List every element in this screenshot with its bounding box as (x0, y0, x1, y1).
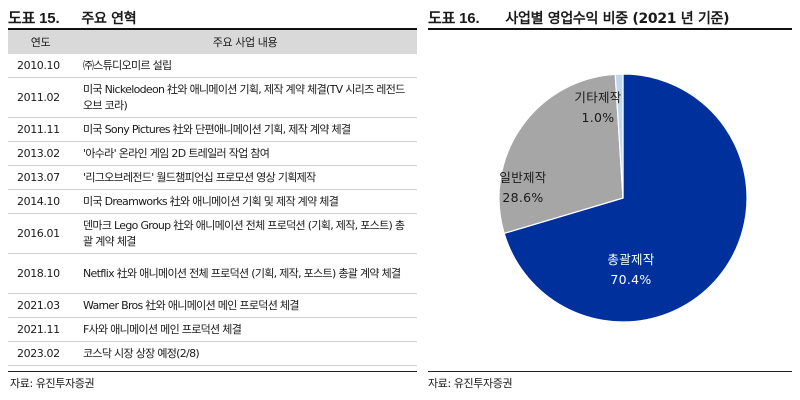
row-text: ㈜스튜디오미르 설립 (83, 58, 172, 72)
row-date: 2021.03 (17, 299, 60, 312)
row-date: 2023.02 (17, 347, 60, 360)
slice-label-value: 28.6% (502, 190, 543, 205)
row-text: F사와 애니메이션 메인 프로덕션 체결 (83, 322, 242, 336)
row-text: Netflix 社와 애니메이션 전체 프로덕션 (기획, 제작, 포스트) 총… (83, 266, 401, 280)
table-row: 2011.11 미국 Sony Pictures 社와 단편애니메이션 기획, … (8, 118, 417, 142)
history-table: 2010.10 ㈜스튜디오미르 설립 2011.02 미국 Nickelodeo… (8, 54, 417, 366)
table-row: 2021.11 F사와 애니메이션 메인 프로덕션 체결 (8, 318, 417, 342)
table-row: 2013.02 '아수라' 온라인 게임 2D 트레일러 작업 참여 (8, 142, 417, 166)
row-text: 미국 Nickelodeon 社와 애니메이션 기획, 제작 계약 체결(TV … (83, 82, 405, 112)
header-year: 연도 (30, 36, 51, 49)
row-date: 2011.02 (17, 91, 60, 104)
top-rule (428, 28, 792, 30)
figure-header: 도표 15. 주요 연혁 (8, 7, 137, 29)
figure-number: 도표 15. (8, 10, 60, 27)
row-date: 2013.02 (17, 147, 60, 160)
table-header: 연도 주요 사업 내용 (8, 30, 417, 54)
row-text: '아수라' 온라인 게임 2D 트레일러 작업 참여 (83, 146, 270, 160)
slice-label-name: 일반제작 (499, 170, 546, 185)
row-date: 2011.11 (17, 123, 60, 136)
pie-slice-1 (503, 73, 748, 323)
row-date: 2018.10 (17, 267, 60, 280)
row-text: 미국 Sony Pictures 社와 단편애니메이션 기획, 제작 계약 체결 (83, 122, 351, 136)
pie-chart-area: 총괄제작 70.4% 일반제작 28.6% 기타제작 1.0% (428, 0, 792, 400)
row-text: 코스닥 시장 상장 예정(2/8) (83, 346, 200, 360)
slice-label-value: 70.4% (610, 272, 651, 287)
bottom-rule (428, 371, 792, 372)
row-text: 덴마크 Lego Group 社와 애니메이션 전체 프로덕션 (기획, 제작,… (83, 218, 405, 248)
figure-header: 도표 16. 사업별 영업수익 비중 (2021 년 기준) (428, 7, 730, 29)
bottom-rule (8, 371, 417, 372)
top-rule (8, 28, 417, 30)
row-text: 미국 Dreamworks 社와 애니메이션 기획 및 제작 계약 체결 (83, 194, 339, 208)
table-row: 2014.10 미국 Dreamworks 社와 애니메이션 기획 및 제작 계… (8, 190, 417, 214)
row-date: 2021.11 (17, 323, 60, 336)
row-date: 2013.07 (17, 171, 60, 184)
figure-title: 사업별 영업수익 비중 (2021 년 기준) (505, 11, 730, 27)
table-row: 2013.07 '리그오브레전드' 월드챔피언십 프로모션 영상 기획제작 (8, 166, 417, 190)
pie-chart: 총괄제작 70.4% 일반제작 28.6% 기타제작 1.0% (498, 73, 748, 323)
table-row: 2011.02 미국 Nickelodeon 社와 애니메이션 기획, 제작 계… (8, 78, 417, 118)
header-business: 주요 사업 내용 (212, 36, 278, 49)
row-date: 2016.01 (17, 227, 60, 240)
table-row: 2010.10 ㈜스튜디오미르 설립 (8, 54, 417, 78)
slice-label-value: 1.0% (582, 110, 615, 125)
table-row: 2021.03 Warner Bros 社와 애니메이션 메인 프로덕션 체결 (8, 294, 417, 318)
table-row: 2016.01 덴마크 Lego Group 社와 애니메이션 전체 프로덕션 … (8, 214, 417, 254)
pie-slice-3 (614, 73, 624, 199)
source-note: 자료: 유진투자증권 (428, 377, 513, 390)
row-date: 2010.10 (17, 59, 60, 72)
revenue-share-panel: 도표 16. 사업별 영업수익 비중 (2021 년 기준) 총괄제작 70.4%… (428, 0, 792, 400)
history-panel: 도표 15. 주요 연혁 연도 주요 사업 내용 2010.10 ㈜스튜디오미르… (8, 0, 417, 400)
table-row: 2018.10 Netflix 社와 애니메이션 전체 프로덕션 (기획, 제작… (8, 254, 417, 294)
row-text: '리그오브레전드' 월드챔피언십 프로모션 영상 기획제작 (83, 170, 316, 184)
source-note: 자료: 유진투자증권 (10, 377, 95, 390)
slice-label-name: 총괄제작 (607, 252, 654, 267)
pie-slice-2 (498, 73, 624, 235)
row-date: 2014.10 (17, 195, 60, 208)
row-text: Warner Bros 社와 애니메이션 메인 프로덕션 체결 (83, 298, 299, 312)
table-row: 2023.02 코스닥 시장 상장 예정(2/8) (8, 342, 417, 366)
slice-label-name: 기타제작 (574, 90, 621, 105)
figure-title: 주요 연혁 (81, 11, 137, 27)
figure-number: 도표 16. (428, 10, 480, 27)
